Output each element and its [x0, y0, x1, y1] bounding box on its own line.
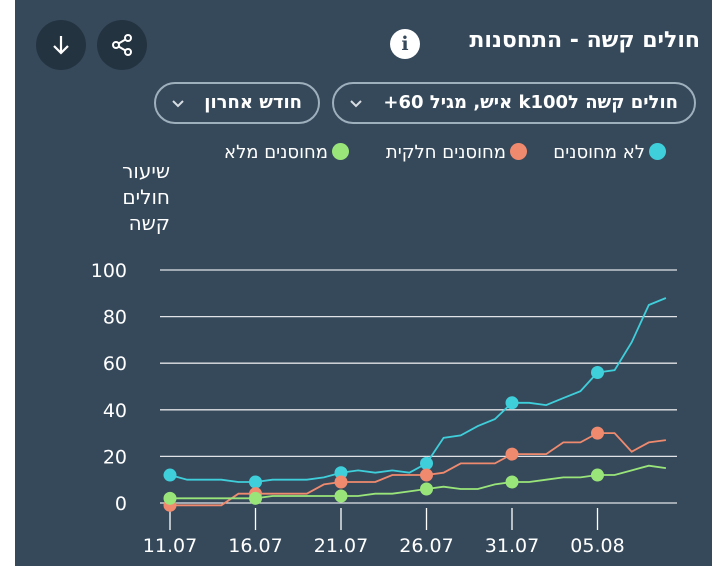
y-tick-label: 100 [91, 260, 127, 282]
metric-dropdown-label: חולים קשה לk100 איש, מגיל 60+ [383, 92, 678, 113]
y-tick-label: 20 [103, 446, 127, 468]
x-tick-label: 21.07 [314, 535, 368, 557]
legend-dot [332, 142, 349, 160]
legend-item-unvaccinated[interactable]: לא מחוסנים [553, 141, 666, 165]
chevron-down-icon [172, 100, 184, 108]
x-tick-label: 11.07 [143, 535, 197, 557]
data-point [505, 396, 519, 410]
data-point [505, 447, 519, 461]
series-line [169, 297, 667, 483]
info-icon[interactable]: i [390, 29, 420, 59]
y-axis-label: שיעור חולים קשה [100, 158, 170, 236]
metric-dropdown[interactable]: חולים קשה לk100 איש, מגיל 60+ [332, 82, 696, 124]
y-tick-label: 40 [103, 400, 127, 422]
share-icon [112, 34, 132, 56]
legend-dot [649, 142, 666, 160]
data-point [591, 366, 604, 380]
data-point [163, 468, 177, 482]
data-point [591, 468, 604, 482]
data-point [334, 475, 348, 489]
data-point [420, 482, 433, 496]
data-point [420, 456, 433, 470]
period-dropdown[interactable]: חודש אחרון [154, 82, 320, 124]
y-tick-label: 60 [103, 353, 127, 375]
y-tick-label: 0 [115, 493, 127, 515]
data-point [249, 475, 262, 489]
x-tick-label: 16.07 [228, 535, 282, 557]
data-point [163, 491, 177, 505]
download-button[interactable] [36, 20, 86, 70]
legend-dot [510, 142, 527, 160]
data-point [334, 489, 348, 503]
legend-label: מחוסנים מלא [224, 142, 328, 163]
y-axis-label-line: חולים [122, 185, 170, 209]
y-tick-label: 80 [103, 307, 127, 329]
chart-title: חולים קשה - התחסנות [469, 28, 700, 53]
chevron-down-icon [350, 100, 362, 108]
x-tick-label: 05.08 [570, 535, 624, 557]
download-arrow-icon [53, 36, 69, 55]
period-dropdown-label: חודש אחרון [204, 92, 302, 113]
x-tick-label: 26.07 [399, 535, 453, 557]
x-tick-label: 31.07 [485, 535, 539, 557]
y-axis-label-line: שיעור [122, 159, 170, 183]
data-point [249, 491, 262, 505]
share-button[interactable] [97, 20, 147, 70]
legend-item-full[interactable]: מחוסנים מלא [224, 141, 349, 165]
series-line [170, 432, 667, 507]
data-point [591, 426, 604, 440]
legend-item-partial[interactable]: מחוסנים חלקית [386, 141, 527, 165]
legend-label: לא מחוסנים [553, 142, 645, 163]
data-point [420, 468, 433, 482]
legend-label: מחוסנים חלקית [385, 142, 506, 163]
data-point [334, 466, 348, 480]
y-axis-label-line: קשה [128, 211, 170, 235]
data-point [505, 475, 519, 489]
